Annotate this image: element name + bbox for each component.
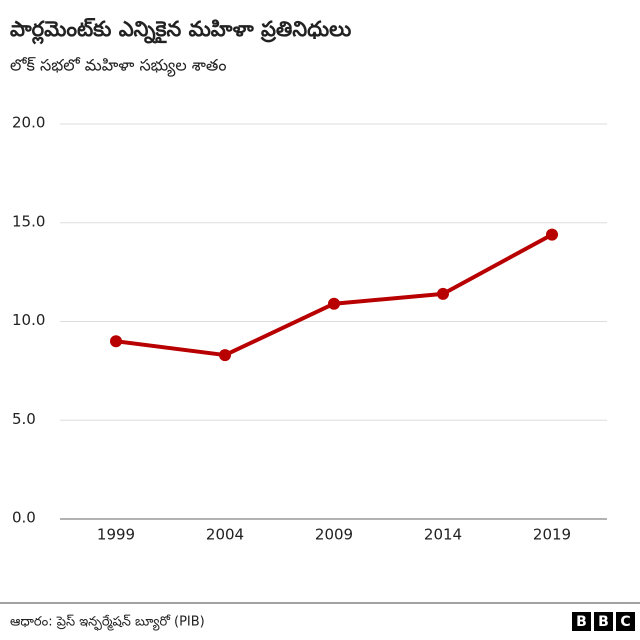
data-point [110,335,122,348]
y-tick-label: 20.0 [12,114,45,132]
y-tick-label: 5.0 [12,410,36,428]
x-tick-label: 1999 [97,526,135,544]
logo-box [616,612,635,631]
logo-box [572,612,591,631]
y-tick-label: 10.0 [12,311,45,329]
chart-subtitle: లోక్ సభలో మహిళా సభ్యుల శాతం [10,56,226,78]
source: ఆధారం: ప్రెస్ ఇన్ఫర్మేషన్ బ్యూరో (PIB) [10,614,205,632]
x-tick-label: 2009 [315,526,353,544]
data-point [437,287,449,300]
x-tick-label: 2019 [533,526,571,544]
data-point [219,349,231,362]
logo-letter: B [576,614,587,630]
logo-letter: B [598,614,609,630]
data-point [546,228,558,241]
y-tick-label: 0.0 [12,509,36,527]
y-tick-label: 15.0 [12,212,45,230]
logo-box [594,612,613,631]
logo-letter: C [620,614,630,630]
x-tick-label: 2014 [424,526,462,544]
x-tick-label: 2004 [206,526,244,544]
data-point [328,297,340,310]
chart-title: పార్లమెంట్‌కు ఎన్నికైన మహిళా ప్రతినిధులు [10,17,351,45]
